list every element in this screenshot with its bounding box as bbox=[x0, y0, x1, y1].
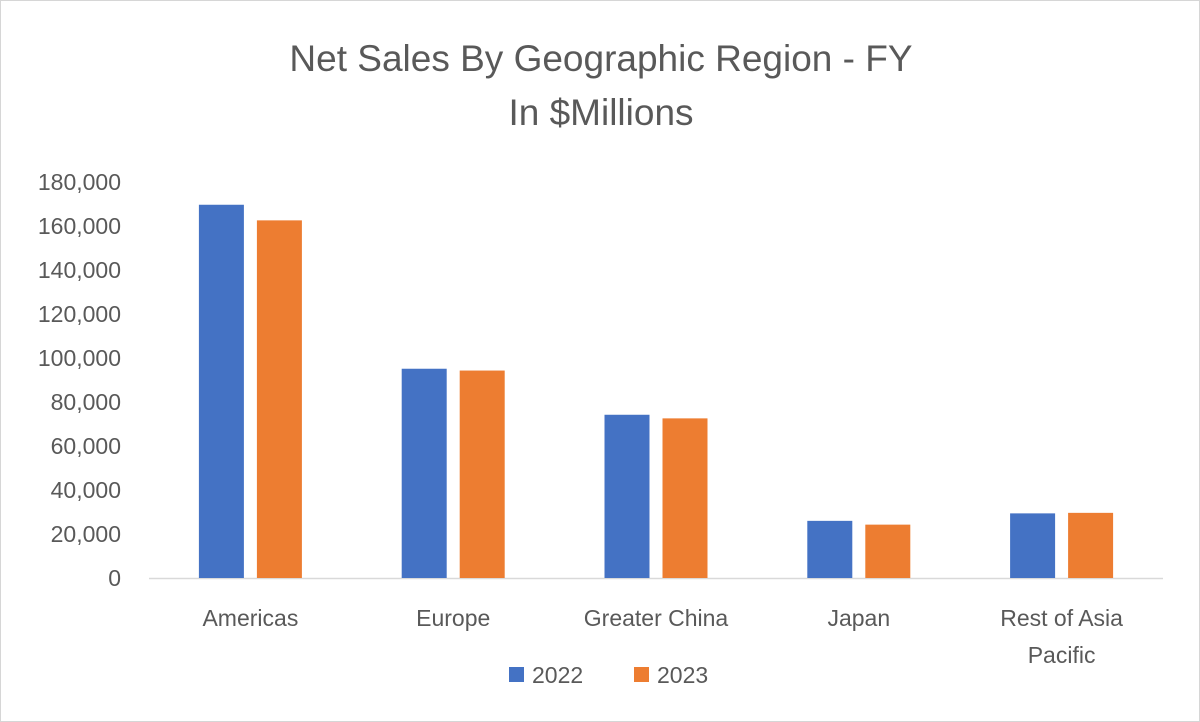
x-tick-label: Americas bbox=[202, 605, 298, 631]
legend: 2022 2023 bbox=[509, 662, 708, 688]
x-tick-label: Greater China bbox=[584, 605, 729, 631]
legend-swatch-2022 bbox=[509, 667, 524, 682]
y-tick-label: 120,000 bbox=[38, 301, 121, 327]
bar-2022-europe bbox=[401, 368, 447, 578]
chart-subtitle: In $Millions bbox=[508, 92, 693, 133]
x-tick-label: Japan bbox=[827, 605, 890, 631]
x-axis: Americas Europe Greater China Japan Rest of … bbox=[202, 605, 1123, 668]
x-tick-label: Rest of Asia Pacific bbox=[1000, 605, 1123, 668]
y-tick-label: 20,000 bbox=[51, 521, 121, 547]
y-tick-label: 140,000 bbox=[38, 257, 121, 283]
bars bbox=[198, 204, 1114, 579]
y-tick-label: 60,000 bbox=[51, 433, 121, 459]
bar-2023-rest-of-asia-pacific bbox=[1068, 512, 1114, 578]
y-tick-label: 0 bbox=[108, 565, 121, 591]
bar-2022-japan bbox=[807, 520, 853, 578]
legend-label: 2023 bbox=[657, 662, 708, 688]
legend-label: 2022 bbox=[532, 662, 583, 688]
chart-title: Net Sales By Geographic Region - FY bbox=[289, 38, 912, 79]
bar-2022-rest-of-asia-pacific bbox=[1010, 513, 1056, 578]
y-tick-label: 80,000 bbox=[51, 389, 121, 415]
bar-2023-americas bbox=[256, 220, 302, 579]
y-tick-label: 40,000 bbox=[51, 477, 121, 503]
bar-2022-americas bbox=[198, 204, 244, 579]
y-axis: 0 20,000 40,000 60,000 80,000 100,000 120,000 1… bbox=[38, 169, 121, 591]
bar-2023-japan bbox=[865, 524, 911, 578]
bar-2023-europe bbox=[459, 370, 505, 578]
y-tick-label: 100,000 bbox=[38, 345, 121, 371]
bar-2022-greater-china bbox=[604, 414, 650, 578]
legend-swatch-2023 bbox=[634, 667, 649, 682]
y-tick-label: 160,000 bbox=[38, 213, 121, 239]
y-tick-label: 180,000 bbox=[38, 169, 121, 195]
bar-2023-greater-china bbox=[662, 418, 708, 578]
x-tick-label: Europe bbox=[416, 605, 490, 631]
